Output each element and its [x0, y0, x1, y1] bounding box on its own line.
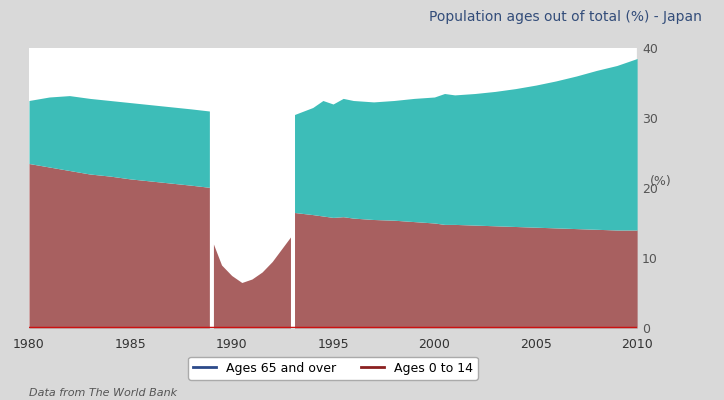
Text: Population ages out of total (%) - Japan: Population ages out of total (%) - Japan	[429, 10, 702, 24]
Legend: Ages 65 and over, Ages 0 to 14: Ages 65 and over, Ages 0 to 14	[188, 357, 478, 380]
Y-axis label: (%): (%)	[649, 175, 671, 188]
Text: Data from The World Bank: Data from The World Bank	[29, 388, 177, 398]
